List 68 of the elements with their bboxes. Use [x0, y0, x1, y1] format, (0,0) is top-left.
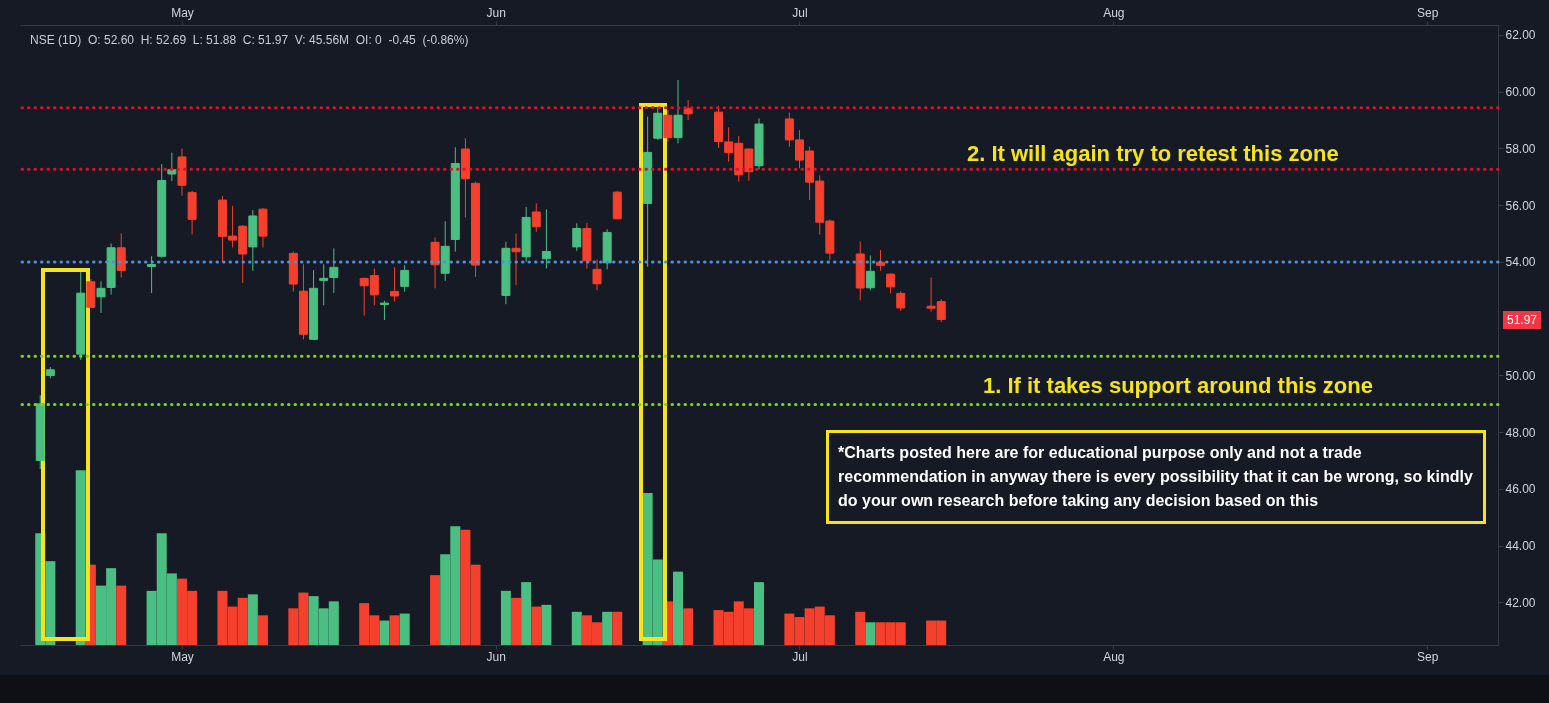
bar	[75, 470, 86, 645]
x2-tick-label: Jul	[792, 5, 808, 20]
candlestick	[886, 272, 896, 294]
x2-tick-label: May	[171, 5, 194, 20]
bar	[511, 597, 522, 645]
annotation: 1. If it takes support around this zone	[983, 373, 1373, 399]
annotation: *Charts posted here are for educational purpose only and not a trade recommendation in anyway there is every possibility that it can be wrong, so kindly do your own research before taking any decision based on this	[826, 430, 1486, 524]
y-tick-label: 58.00	[1505, 141, 1536, 156]
x-tick-label: Jun	[486, 649, 506, 664]
x2-tick-label: Aug	[1103, 5, 1125, 20]
candlestick	[379, 300, 389, 321]
y-tick-label: 62.00	[1505, 28, 1536, 43]
candlestick	[673, 79, 683, 144]
x-tick-label: May	[171, 649, 194, 664]
x2-tick-label: Sep	[1416, 5, 1439, 20]
y-tick-label: 60.00	[1505, 85, 1536, 100]
bar	[865, 622, 876, 645]
candlestick	[390, 266, 400, 302]
y-tick-label: 56.00	[1505, 198, 1536, 213]
annotation: 2. It will again try to retest this zone	[967, 141, 1339, 167]
text: 51.97	[1503, 310, 1542, 329]
candlestick	[400, 264, 410, 293]
candlestick	[531, 202, 541, 233]
bar	[389, 615, 400, 645]
annotation: NSE (1D) O: 52.60 H: 52.69 L: 51.88 C: 51.97 V: 45.56M OI: 0 -0.45 (-0.86%)	[30, 33, 469, 47]
y-tick-label: 46.00	[1505, 482, 1536, 497]
bar	[754, 582, 764, 645]
y-tick-label: 42.00	[1505, 595, 1536, 610]
candlestick	[663, 109, 673, 143]
bar	[612, 611, 623, 645]
candlestick	[430, 237, 440, 289]
candlestick	[865, 254, 875, 291]
bar	[673, 571, 684, 645]
candlestick	[683, 99, 693, 121]
candlestick	[875, 249, 885, 272]
bar	[247, 594, 258, 645]
y-tick-label: 50.00	[1505, 368, 1536, 383]
bar	[571, 611, 582, 645]
candlestick	[541, 208, 551, 269]
bar	[257, 615, 268, 645]
bar	[602, 611, 613, 645]
bar	[430, 575, 441, 645]
candlestick	[896, 290, 906, 312]
candlestick	[572, 222, 582, 252]
bar	[521, 582, 532, 645]
bar	[683, 608, 694, 645]
candlestick	[319, 263, 329, 306]
x2-tick-label: Jun	[486, 5, 506, 20]
x-tick-label: Sep	[1416, 649, 1439, 664]
candlestick	[511, 233, 521, 286]
y-tick-label: 48.00	[1505, 425, 1536, 440]
bar	[855, 611, 866, 645]
candlestick	[96, 280, 106, 314]
candlestick	[167, 152, 177, 182]
bar	[116, 585, 127, 645]
x-tick-label: Aug	[1103, 649, 1125, 664]
candlestick	[592, 258, 602, 291]
x-tick-label: Jul	[792, 649, 808, 664]
bar	[531, 606, 542, 645]
y-tick-label: 44.00	[1505, 539, 1536, 554]
candlestick	[116, 233, 126, 279]
bar	[541, 604, 552, 645]
y-tick-label: 54.00	[1505, 255, 1536, 270]
bar	[399, 613, 410, 645]
bar	[500, 590, 511, 645]
candlestick	[329, 247, 339, 294]
candlestick	[147, 255, 157, 294]
bar	[379, 620, 390, 645]
